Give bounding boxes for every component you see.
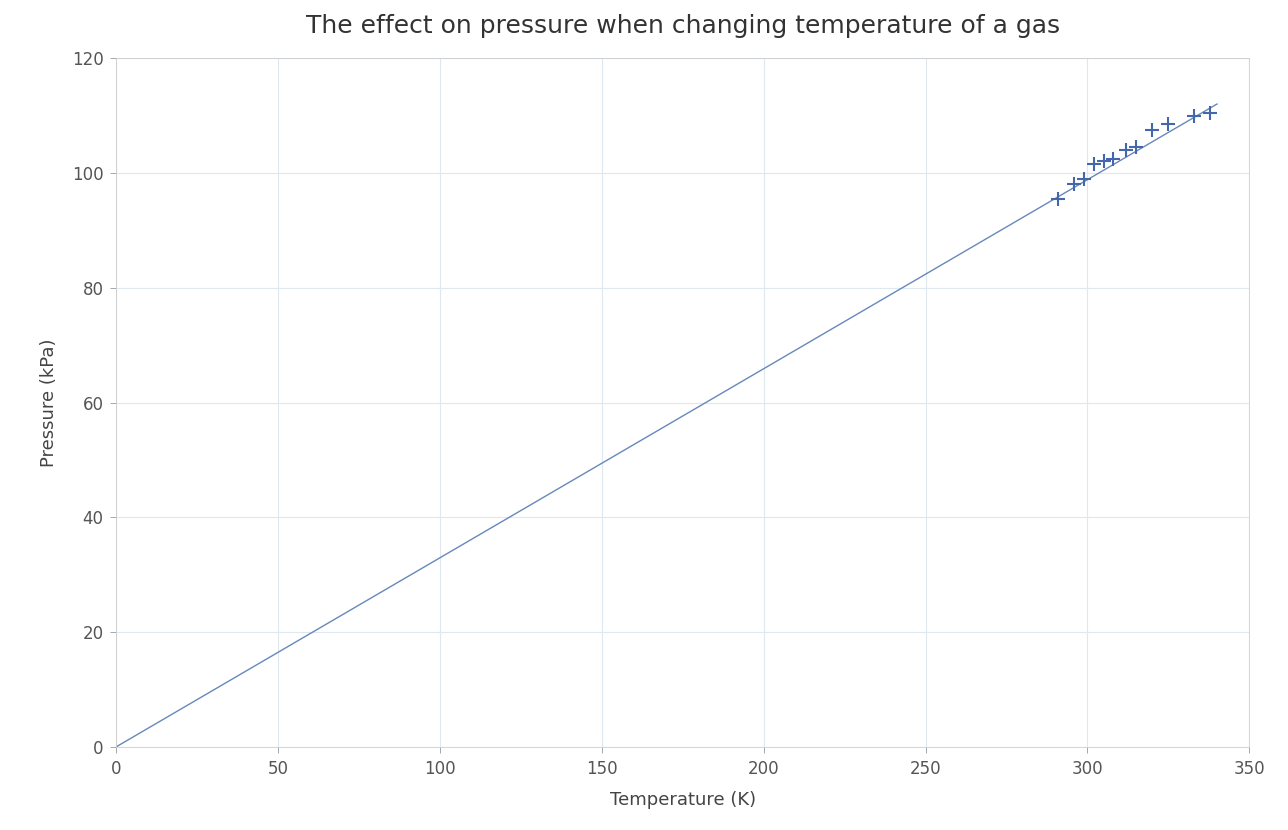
Point: [1094, 154, 1114, 168]
X-axis label: Temperature (K): Temperature (K): [609, 791, 756, 809]
Point: [1115, 144, 1136, 157]
Y-axis label: Pressure (kPa): Pressure (kPa): [40, 339, 58, 466]
Point: [1103, 152, 1123, 165]
Title: The effect on pressure when changing temperature of a gas: The effect on pressure when changing tem…: [305, 14, 1060, 38]
Point: [1126, 140, 1146, 154]
Point: [1184, 109, 1204, 122]
Point: [1158, 118, 1179, 131]
Point: [1200, 106, 1221, 120]
Point: [1048, 192, 1069, 205]
Point: [1074, 172, 1095, 185]
Point: [1142, 123, 1163, 136]
Point: [1064, 178, 1084, 191]
Point: [1083, 158, 1104, 171]
